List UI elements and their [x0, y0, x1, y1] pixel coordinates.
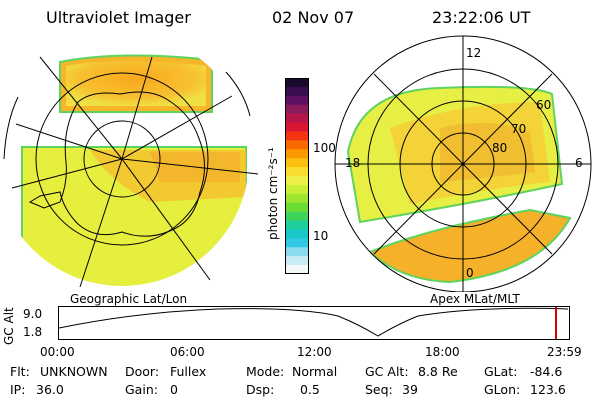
colorbar-swatch	[286, 256, 308, 266]
orbit-x-tick-0000: 00:00	[40, 345, 75, 359]
seq-label: Seq:	[365, 382, 393, 397]
orbit-y-label: GC Alt	[2, 307, 16, 345]
instrument-title: Ultraviolet Imager	[46, 8, 191, 27]
door-value: Fullex	[170, 364, 207, 379]
orbit-x-tick-1800: 18:00	[425, 345, 460, 359]
colorbar-swatch	[286, 247, 308, 257]
orbit-x-tick-2359: 23:59	[547, 345, 582, 359]
colorbar-unit-label: photon cm⁻²s⁻¹	[266, 147, 280, 240]
colorbar-swatch	[286, 238, 308, 248]
geographic-image	[3, 54, 259, 288]
colorbar-swatch	[286, 193, 308, 204]
colorbar-swatch	[286, 158, 308, 168]
ip-value: 36.0	[36, 382, 64, 397]
colorbar-swatch	[286, 104, 308, 115]
glat-value: -84.6	[530, 364, 563, 379]
colorbar-swatch	[286, 176, 308, 186]
door-label: Door:	[125, 364, 160, 379]
mlt-label-0: 0	[466, 266, 474, 280]
glon-value: 123.6	[530, 382, 566, 397]
colorbar-border	[285, 78, 309, 274]
colorbar-swatch	[286, 78, 308, 88]
ip-label: IP:	[10, 382, 26, 397]
mlat-label-60: 60	[536, 98, 552, 112]
gcalt-value: 8.8 Re	[418, 364, 458, 379]
dsp-label: Dsp:	[246, 382, 275, 397]
colorbar-swatch	[286, 211, 308, 222]
orbit-x-tick-0600: 06:00	[170, 345, 205, 359]
mode-value: Normal	[292, 364, 338, 379]
colorbar-tick-10: 10	[313, 229, 329, 243]
orbit-x-tick-1200: 12:00	[297, 345, 332, 359]
date-label: 02 Nov 07	[272, 8, 355, 27]
gcalt-label: GC Alt:	[365, 364, 409, 379]
colorbar-swatch	[286, 184, 308, 195]
colorbar-swatch	[286, 167, 308, 177]
colorbar-swatch	[286, 202, 308, 213]
dsp-value: 0.5	[300, 382, 320, 397]
mlat-label-80: 80	[492, 141, 508, 155]
mlt-label-12: 12	[466, 46, 482, 60]
mlt-label-6: 6	[575, 156, 583, 170]
glat-label: GLat:	[484, 364, 518, 379]
flt-label: Flt:	[10, 364, 30, 379]
glon-label: GLon:	[484, 382, 521, 397]
geographic-label: Geographic Lat/Lon	[70, 292, 188, 306]
colorbar-swatch	[286, 229, 308, 239]
mlat-label-70: 70	[511, 122, 527, 136]
colorbar-swatch	[286, 131, 308, 141]
colorbar-swatch	[286, 122, 308, 132]
colorbar-swatch	[286, 86, 308, 97]
magnetic-label: Apex MLat/MLT	[430, 292, 520, 306]
colorbar	[285, 78, 309, 274]
magnetic-image	[334, 35, 592, 292]
gain-label: Gain:	[125, 382, 158, 397]
mode-label: Mode:	[246, 364, 285, 379]
orbit-y-tick-1-8: 1.8	[23, 325, 43, 339]
seq-value: 39	[402, 382, 418, 397]
colorbar-swatch	[286, 265, 308, 274]
colorbar-swatch	[286, 220, 308, 230]
flt-value: UNKNOWN	[40, 364, 108, 379]
colorbar-swatch	[286, 140, 308, 150]
colorbar-swatch	[286, 113, 308, 124]
colorbar-tick-100: 100	[313, 141, 336, 155]
colorbar-swatch	[286, 95, 308, 106]
time-label: 23:22:06 UT	[432, 8, 531, 27]
gain-value: 0	[170, 382, 178, 397]
orbit-altitude-plot	[58, 306, 570, 340]
colorbar-swatch	[286, 149, 308, 159]
orbit-y-tick-9: 9.0	[23, 307, 43, 321]
mlt-label-18: 18	[345, 156, 361, 170]
